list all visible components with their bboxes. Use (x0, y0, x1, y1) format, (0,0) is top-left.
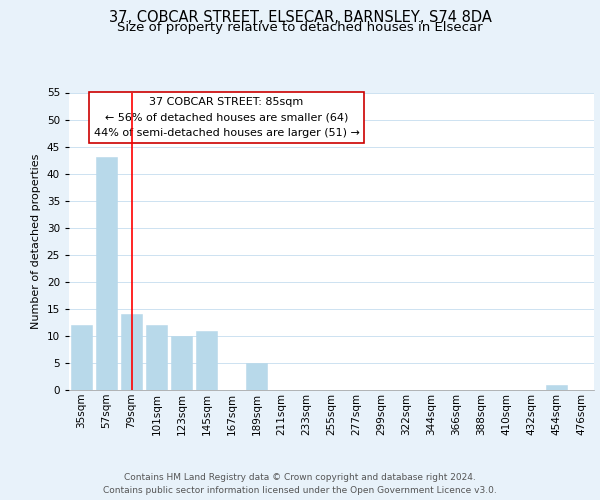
Bar (146, 325, 167, 390)
Bar (196, 330, 217, 390)
Bar (96, 158, 117, 390)
Bar (71, 325, 92, 390)
Bar (121, 314, 142, 390)
Text: 37, COBCAR STREET, ELSECAR, BARNSLEY, S74 8DA: 37, COBCAR STREET, ELSECAR, BARNSLEY, S7… (109, 10, 491, 25)
Y-axis label: Number of detached properties: Number of detached properties (31, 154, 41, 329)
Bar (546, 384, 567, 390)
Text: 37 COBCAR STREET: 85sqm
← 56% of detached houses are smaller (64)
44% of semi-de: 37 COBCAR STREET: 85sqm ← 56% of detache… (94, 97, 359, 138)
Text: Size of property relative to detached houses in Elsecar: Size of property relative to detached ho… (117, 22, 483, 35)
Bar (246, 363, 267, 390)
Bar (171, 336, 192, 390)
Text: Contains HM Land Registry data © Crown copyright and database right 2024.
Contai: Contains HM Land Registry data © Crown c… (103, 473, 497, 495)
